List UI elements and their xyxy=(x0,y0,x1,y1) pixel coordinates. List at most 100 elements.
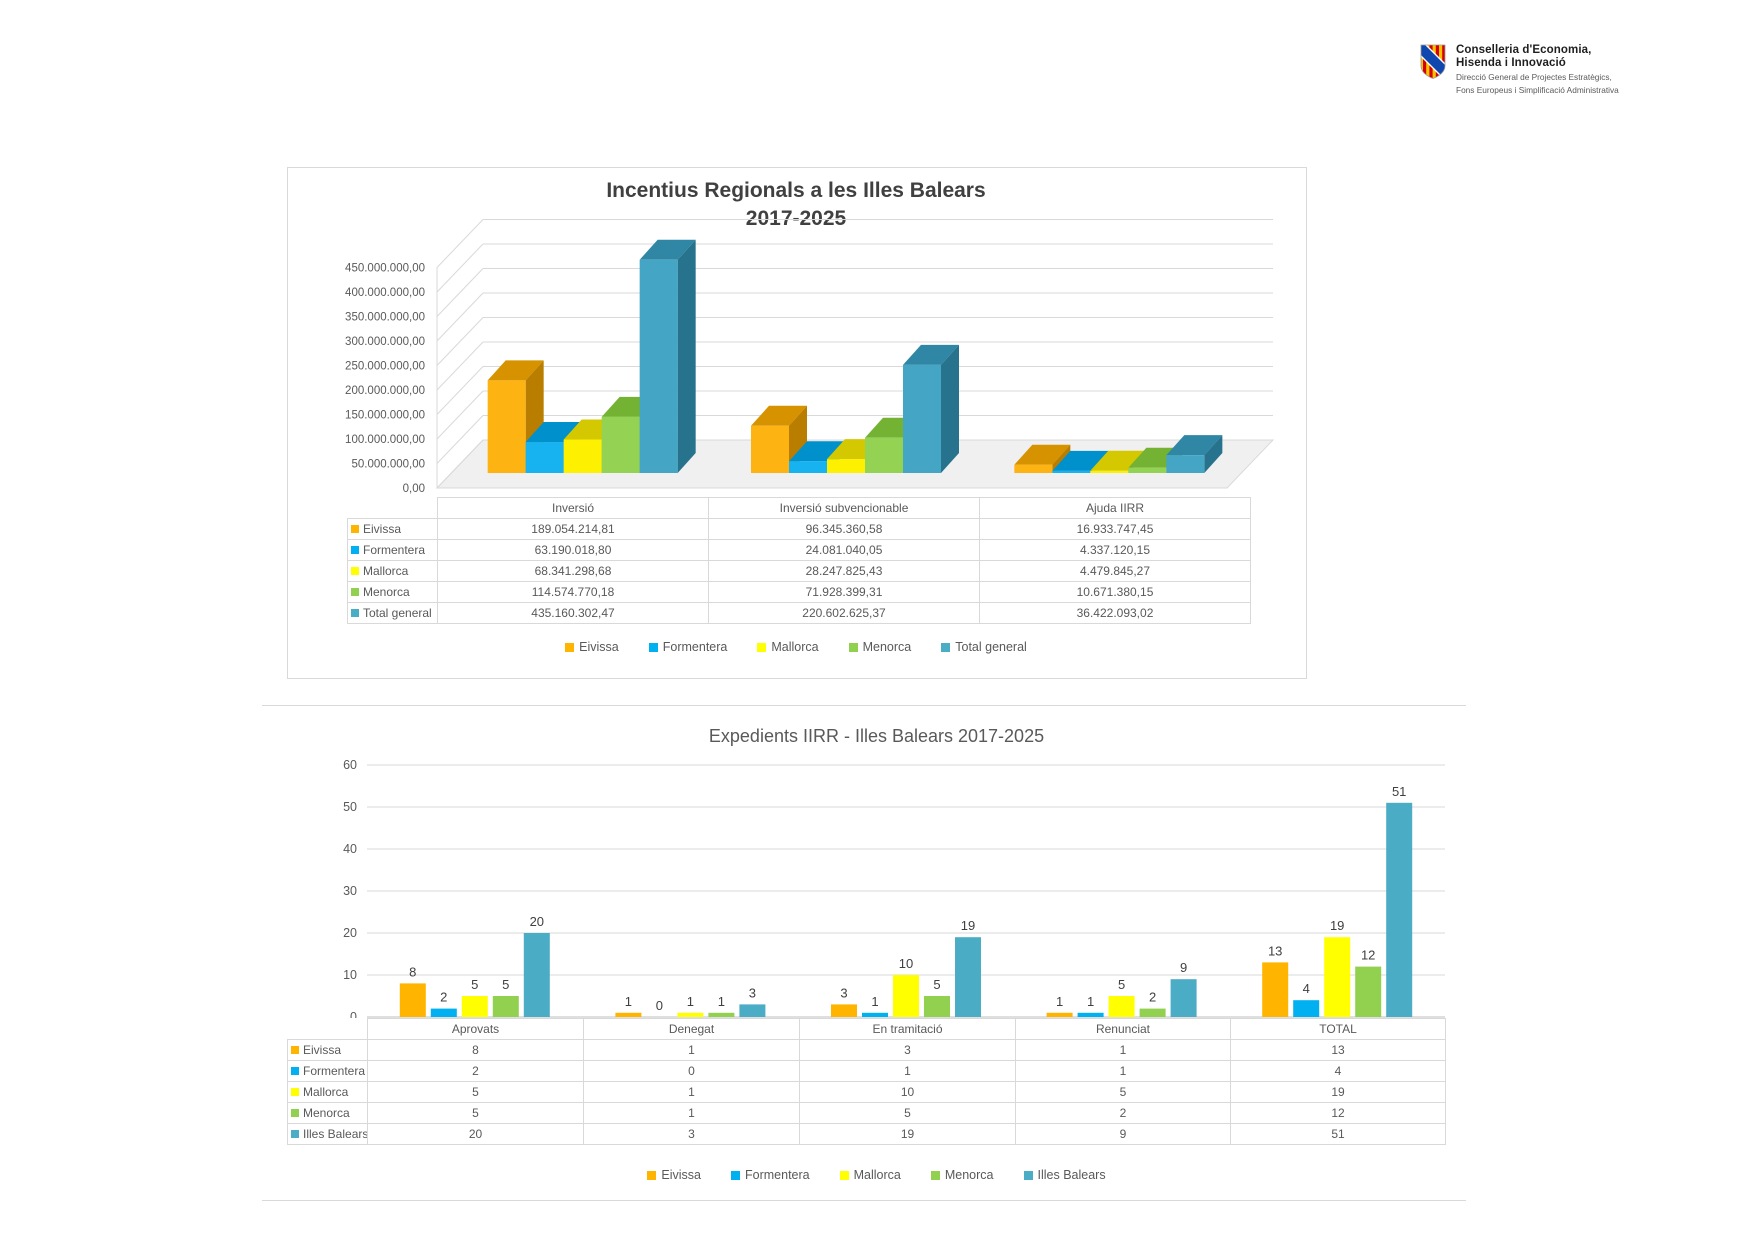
bar-front-face xyxy=(903,364,941,473)
value-cell: 13 xyxy=(1230,1039,1446,1061)
logo-org-line1: Conselleria d'Economia, xyxy=(1456,44,1592,56)
data-label: 5 xyxy=(1118,977,1125,992)
value-cell: 5 xyxy=(367,1102,584,1124)
series-name: Menorca xyxy=(303,1106,350,1120)
logo-dept-line2: Fons Europeus i Simplificació Administra… xyxy=(1456,84,1619,95)
data-label: 51 xyxy=(1392,784,1406,799)
y-tick-line xyxy=(436,366,484,415)
government-logo: Conselleria d'Economia, Hisenda i Innova… xyxy=(1420,44,1740,95)
legend-item: Total general xyxy=(941,640,1027,654)
column-header-cell: Denegat xyxy=(583,1018,800,1040)
bar xyxy=(1077,1012,1104,1017)
y-axis-label: 50 xyxy=(343,800,357,814)
bar xyxy=(492,996,519,1017)
bar-mallorca: 5 xyxy=(1108,977,1135,1017)
table-corner-cell xyxy=(288,1019,368,1040)
legend-label: Formentera xyxy=(745,1168,810,1182)
table-row: Eivissa 189.054.214,81 96.345.360,58 16.933… xyxy=(347,518,1251,540)
bar xyxy=(708,1012,735,1017)
chart1-title-line1: Incentius Regionals a les Illes Balears xyxy=(606,179,986,202)
legend-key-icon xyxy=(291,1087,299,1096)
bar-formentera: 1 xyxy=(1077,994,1104,1017)
bar-eivissa: 1 xyxy=(615,994,642,1017)
bar-formentera: 2 xyxy=(430,990,457,1017)
value-cell: 1 xyxy=(1015,1060,1231,1082)
value-cell: 19 xyxy=(799,1123,1016,1145)
bar xyxy=(399,983,426,1017)
bar-front-face xyxy=(1090,470,1129,473)
bar-eivissa: 3 xyxy=(831,985,857,1017)
bar-illes-balears: 20 xyxy=(523,914,550,1017)
value-cell: 5 xyxy=(1015,1081,1231,1103)
y-tick-line xyxy=(436,439,484,489)
table-row: Formentera 63.190.018,80 24.081.040,05 4.33… xyxy=(347,539,1251,561)
column-header-cell: En tramitació xyxy=(799,1018,1016,1040)
y-axis-label: 250.000.000,00 xyxy=(345,361,425,373)
table-row: Menorca 114.574.770,18 71.928.399,31 10.671… xyxy=(347,581,1251,603)
bar-menorca: 5 xyxy=(492,977,519,1017)
bar xyxy=(831,1004,857,1017)
bar-menorca: 2 xyxy=(1139,990,1166,1017)
bar xyxy=(461,996,488,1017)
y-axis-label: 150.000.000,00 xyxy=(345,410,425,422)
table-header-row: Inversió Inversió subvencionable Ajuda IIR… xyxy=(348,497,1251,519)
data-label: 9 xyxy=(1180,960,1187,975)
y-tick-line xyxy=(436,390,484,440)
bar xyxy=(523,933,550,1017)
legend-label: Menorca xyxy=(862,640,912,654)
data-label: 10 xyxy=(899,956,913,971)
bar-top-face xyxy=(751,405,807,426)
data-label: 1 xyxy=(871,994,878,1009)
section-divider xyxy=(262,1200,1466,1201)
column-header-cell: Aprovats xyxy=(367,1018,584,1040)
bar-top-face xyxy=(1014,444,1071,465)
bar-top-face xyxy=(639,239,696,260)
data-label: 0 xyxy=(656,998,663,1013)
chart1-legend: Eivissa Formentera Mallorca Menorca Total ge… xyxy=(287,640,1305,654)
bar xyxy=(1170,979,1197,1017)
y-axis-label: 0 xyxy=(350,1010,357,1018)
data-label: 5 xyxy=(502,977,509,992)
bar-illes-balears: 19 xyxy=(955,918,981,1017)
legend-swatch-icon xyxy=(941,642,951,652)
series-name: Total general xyxy=(363,606,432,620)
data-label: 19 xyxy=(1330,918,1344,933)
bar-mallorca: 10 xyxy=(893,956,919,1017)
chart2-data-table: Aprovats Denegat En tramitació Renunciat TOT… xyxy=(287,1018,1446,1145)
value-cell: 28.247.825,43 xyxy=(708,560,980,582)
bar xyxy=(893,975,919,1017)
y-axis-label: 400.000.000,00 xyxy=(345,287,425,299)
bar-menorca: 12 xyxy=(1355,948,1382,1017)
bar-front-face xyxy=(789,461,827,473)
value-cell: 435.160.302,47 xyxy=(437,602,709,624)
bar-formentera: 1 xyxy=(862,994,888,1017)
data-label: 2 xyxy=(1149,990,1156,1005)
series-name: Eivissa xyxy=(303,1043,342,1057)
series-name: Menorca xyxy=(363,585,410,599)
legend-key-icon xyxy=(291,1129,299,1138)
legend-item: Eivissa xyxy=(565,640,619,654)
bar-top-face xyxy=(1166,435,1223,456)
legend-swatch-icon xyxy=(930,1170,940,1180)
column-header-cell: Ajuda IIRR xyxy=(979,497,1251,519)
data-label: 3 xyxy=(749,985,756,1000)
bar-menorca: 5 xyxy=(924,977,950,1017)
bar-front-face xyxy=(639,259,678,473)
data-label: 3 xyxy=(840,985,847,1000)
table-row: Total general 435.160.302,47 220.602.625,3… xyxy=(347,602,1251,624)
bar-eivissa xyxy=(751,405,807,473)
series-name: Formentera xyxy=(303,1064,366,1078)
value-cell: 1 xyxy=(1015,1039,1231,1061)
value-cell: 5 xyxy=(799,1102,1016,1124)
bar xyxy=(430,1008,457,1017)
legend-item: Formentera xyxy=(731,1168,810,1182)
data-label: 2 xyxy=(440,990,447,1005)
legend-label: Eivissa xyxy=(579,640,619,654)
series-name: Mallorca xyxy=(363,564,409,578)
value-cell: 10 xyxy=(799,1081,1016,1103)
legend-item: Eivissa xyxy=(647,1168,701,1182)
data-label: 13 xyxy=(1268,943,1282,958)
bar-mallorca: 1 xyxy=(677,994,704,1017)
bar-total-general xyxy=(903,344,959,473)
